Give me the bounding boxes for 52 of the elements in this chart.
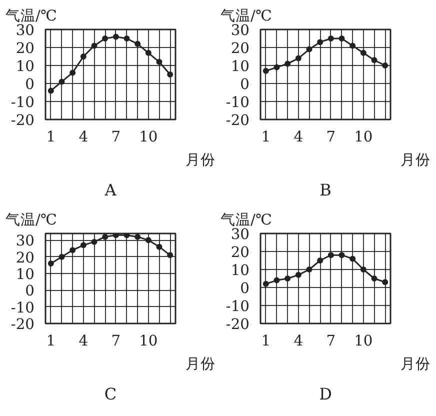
text: A — [104, 180, 117, 200]
y-tick-label: -10 — [10, 94, 35, 111]
y-tick-label: -20 — [10, 316, 35, 333]
text: B — [320, 180, 332, 200]
y-tick-label: -10 — [226, 298, 250, 315]
x-tick-label: 4 — [294, 332, 304, 350]
x-tick-label: 1 — [46, 332, 56, 350]
y-tick-label: 20 — [230, 244, 250, 261]
x-tick-label: 1 — [261, 332, 271, 350]
y-tick-label: 20 — [230, 40, 250, 57]
y-axis-title: 气温/℃ — [220, 8, 272, 24]
text: D — [319, 384, 332, 404]
x-tick-label: 10 — [139, 332, 158, 350]
y-axis-title: 气温/℃ — [6, 212, 57, 228]
y-tick-label: 20 — [16, 40, 35, 57]
x-axis-title: 月份 — [186, 356, 216, 372]
x-tick-label: 7 — [326, 128, 336, 146]
x-tick-label: 7 — [326, 332, 336, 350]
y-tick-label: -20 — [226, 316, 250, 333]
x-tick-label: 7 — [111, 128, 121, 146]
y-tick-label: 10 — [230, 58, 250, 75]
y-tick-label: -10 — [226, 94, 250, 111]
y-tick-label: -10 — [10, 299, 35, 316]
x-axis-title: 月份 — [186, 152, 216, 168]
x-tick-label: 10 — [354, 332, 373, 350]
y-tick-label: 0 — [25, 76, 35, 93]
x-tick-label: 10 — [354, 128, 373, 146]
x-axis-title: 月份 — [400, 152, 430, 168]
y-axis-title: 气温/℃ — [6, 8, 57, 24]
y-tick-label: 30 — [16, 22, 35, 39]
y-tick-label: 10 — [16, 266, 35, 283]
x-tick-label: 4 — [78, 332, 88, 350]
y-tick-label: 20 — [16, 249, 35, 266]
x-tick-label: 4 — [294, 128, 304, 146]
text: C — [104, 384, 117, 404]
x-tick-label: 7 — [111, 332, 121, 350]
x-tick-label: 1 — [46, 128, 56, 146]
y-tick-label: 0 — [240, 76, 250, 93]
y-tick-label: 0 — [25, 282, 35, 300]
y-tick-label: -20 — [10, 112, 35, 129]
y-tick-label: 30 — [230, 22, 250, 39]
y-tick-label: -20 — [226, 112, 250, 129]
y-tick-label: 0 — [240, 280, 250, 297]
y-axis-title: 气温/℃ — [220, 212, 272, 228]
y-tick-label: 30 — [230, 226, 250, 243]
y-tick-label: 10 — [230, 262, 250, 279]
x-tick-label: 4 — [78, 128, 88, 146]
x-tick-label: 10 — [139, 128, 158, 146]
x-axis-title: 月份 — [400, 356, 430, 372]
y-tick-label: 10 — [16, 58, 35, 75]
x-tick-label: 1 — [261, 128, 271, 146]
y-tick-label: 30 — [16, 232, 35, 250]
